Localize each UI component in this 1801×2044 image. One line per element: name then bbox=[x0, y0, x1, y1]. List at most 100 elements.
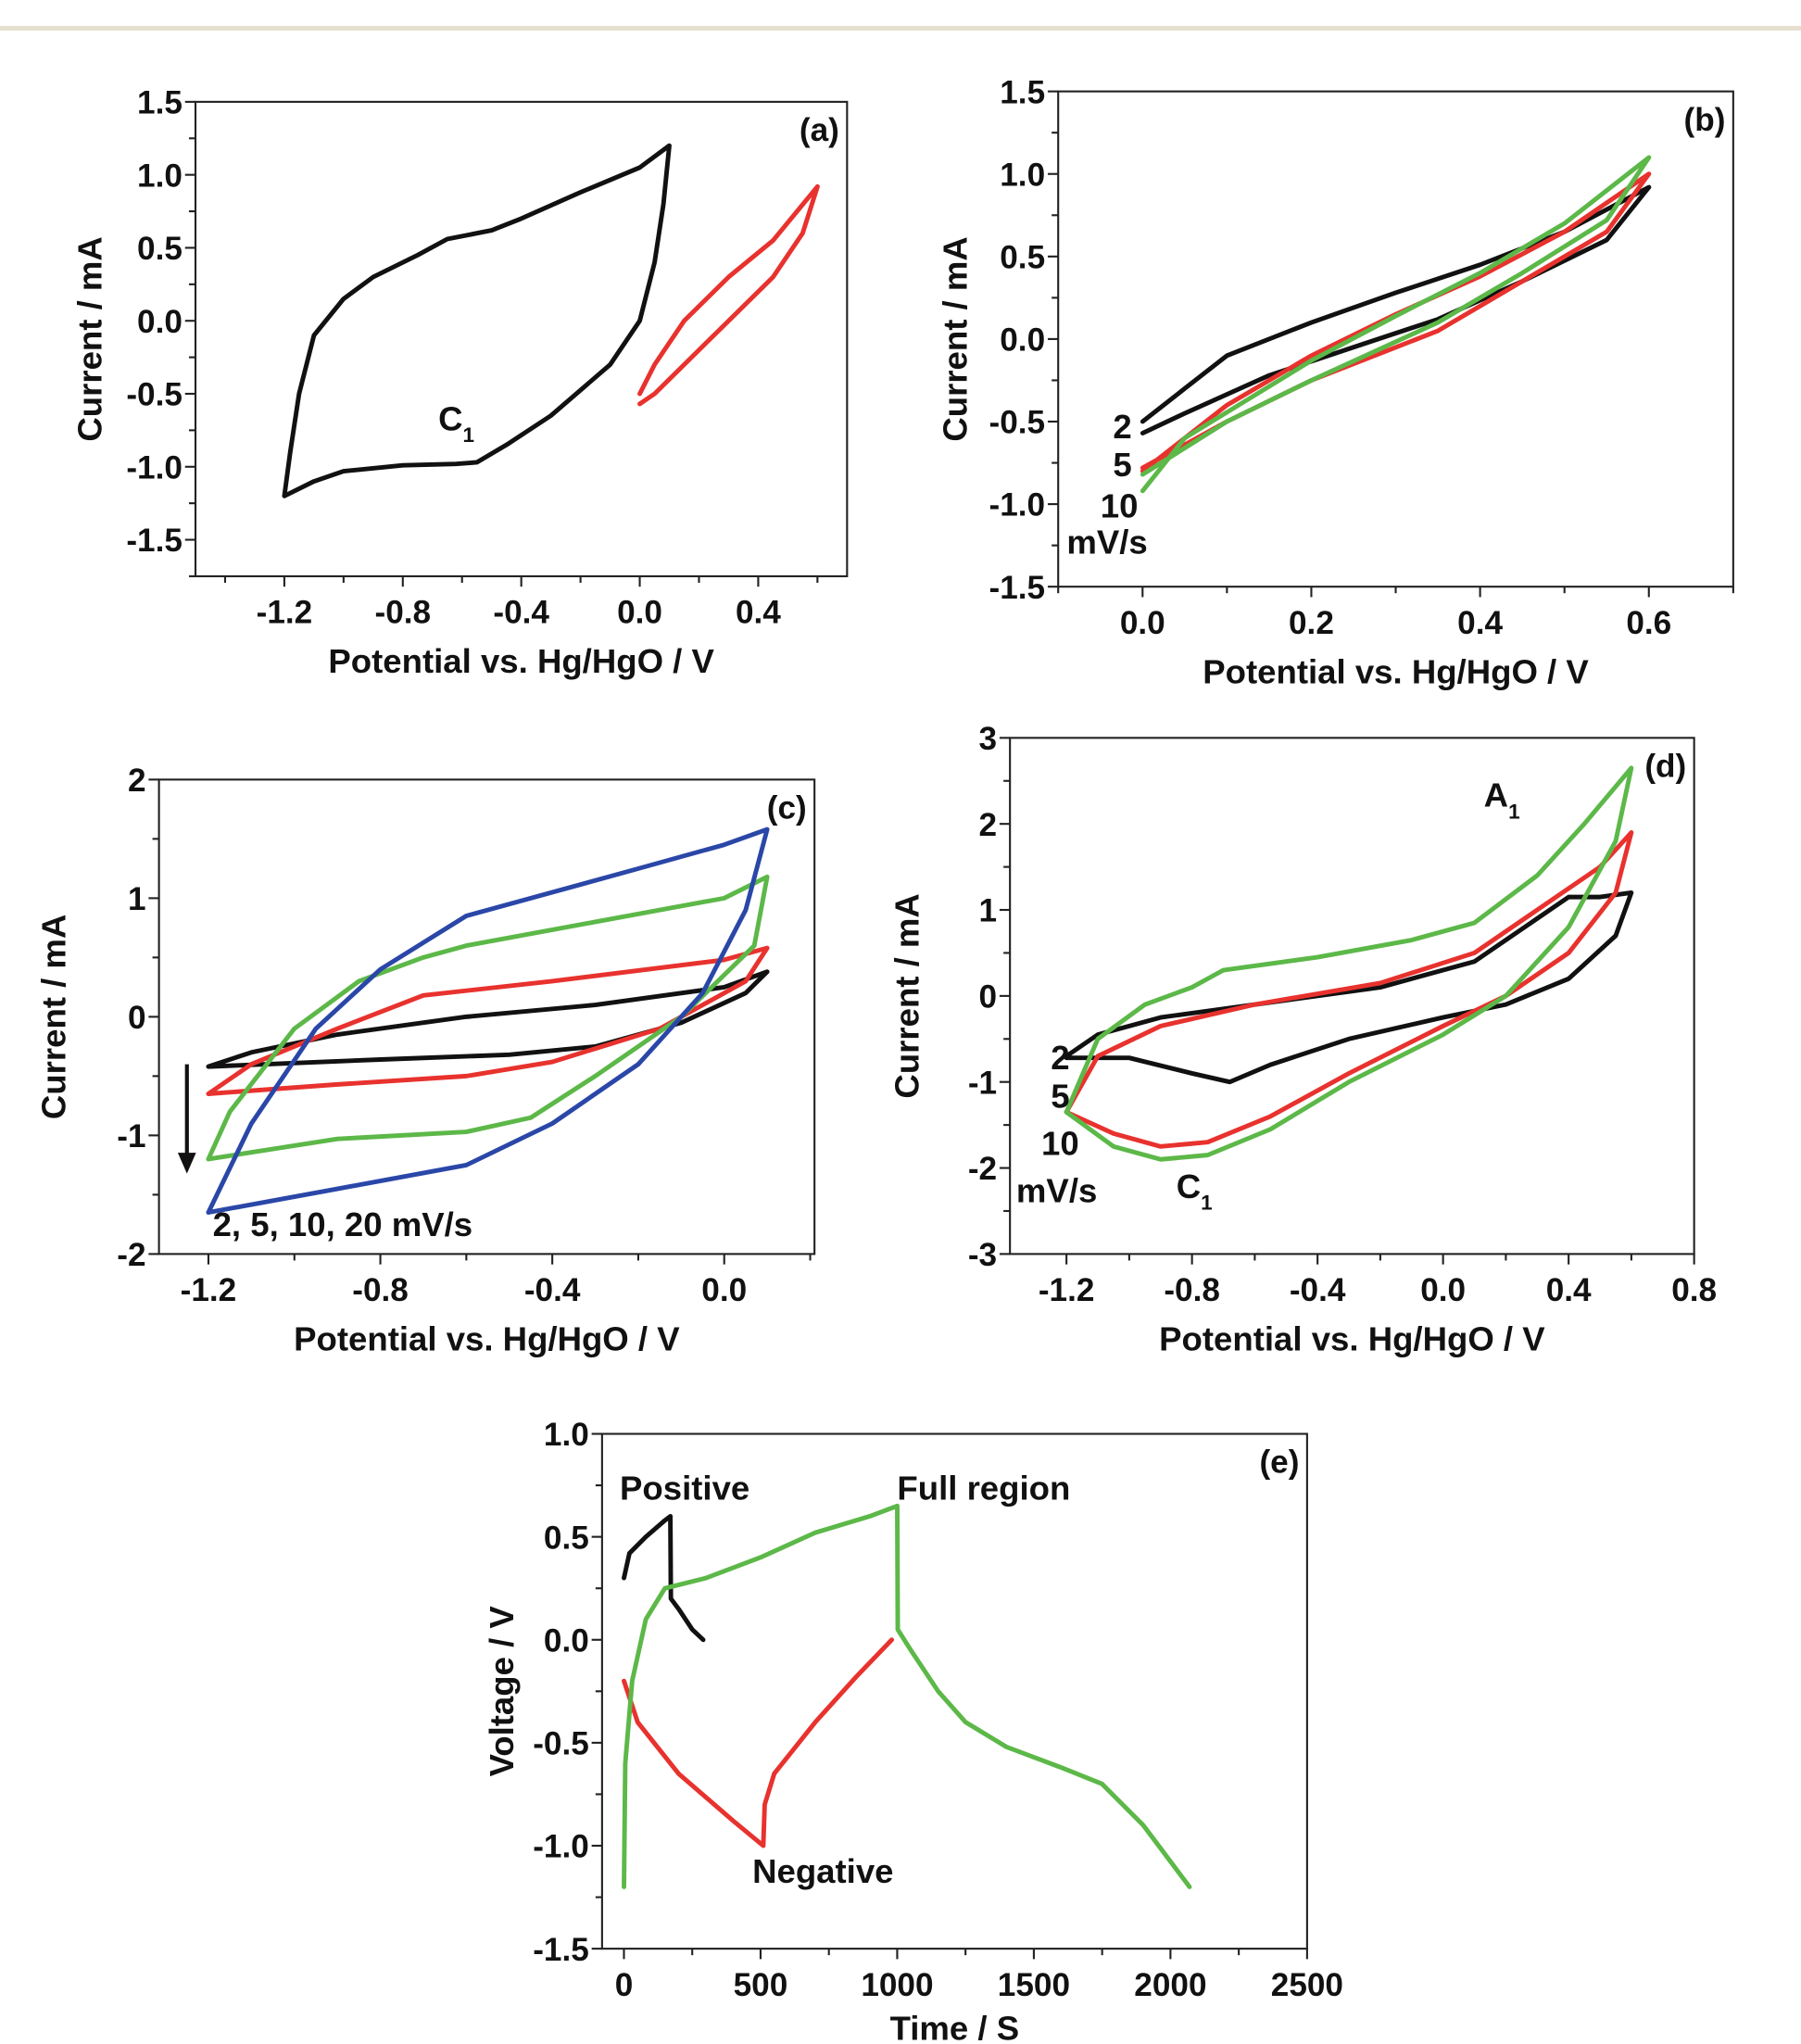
annotation-text: C bbox=[438, 399, 462, 437]
y-axis-label: Voltage / V bbox=[483, 1606, 521, 1777]
y-tick-label: 1 bbox=[979, 893, 998, 929]
x-tick-label: 0.4 bbox=[1546, 1272, 1592, 1308]
y-tick-label: -2 bbox=[968, 1151, 997, 1187]
series-line-red bbox=[206, 945, 770, 1096]
x-axis-label: Potential vs. Hg/HgO / V bbox=[328, 642, 714, 680]
annotation-text: Positive bbox=[620, 1470, 749, 1508]
y-tick-label: -0.5 bbox=[533, 1726, 589, 1762]
annotation-text: 5 bbox=[1113, 446, 1131, 484]
x-axis-label: Potential vs. Hg/HgO / V bbox=[1159, 1319, 1545, 1357]
y-tick-label: 0 bbox=[979, 979, 998, 1016]
annotation-text: 10 bbox=[1101, 486, 1139, 524]
series-line-black bbox=[282, 143, 672, 498]
x-tick-label: 0.2 bbox=[1289, 605, 1334, 641]
y-tick-label: 1.0 bbox=[544, 1417, 589, 1453]
y-tick-label: 0.5 bbox=[544, 1520, 589, 1556]
annotation-text: 2, 5, 10, 20 mV/s bbox=[213, 1205, 473, 1243]
top-rule bbox=[0, 26, 1801, 31]
x-axis-label: Potential vs. Hg/HgO / V bbox=[1203, 652, 1589, 690]
y-tick-label: 2 bbox=[979, 807, 998, 843]
panel-label: (b) bbox=[1684, 102, 1726, 138]
annotation: C1 bbox=[1177, 1167, 1213, 1215]
x-axis-label: Potential vs. Hg/HgO / V bbox=[294, 1319, 680, 1357]
y-tick-label: -1 bbox=[968, 1065, 997, 1101]
annotation-text: C bbox=[1177, 1167, 1201, 1205]
panel-label: (d) bbox=[1644, 749, 1686, 785]
arrow-down-icon bbox=[177, 1153, 196, 1174]
x-tick-label: 0.0 bbox=[617, 595, 662, 631]
x-axis-label: Time / S bbox=[890, 2010, 1020, 2044]
annotation: Full region bbox=[897, 1470, 1070, 1508]
annotation: A1 bbox=[1484, 776, 1520, 824]
x-tick-label: -0.4 bbox=[493, 595, 549, 631]
x-tick-label: 2000 bbox=[1134, 1967, 1206, 2003]
series-line-black bbox=[206, 969, 770, 1069]
annotation: Negative bbox=[752, 1852, 893, 1890]
x-tick-label: -0.8 bbox=[374, 595, 431, 631]
x-tick-label: 0 bbox=[615, 1967, 634, 2003]
annotation: 5 bbox=[1113, 446, 1131, 484]
y-tick-label: 0 bbox=[128, 1000, 146, 1036]
annotation-subscript: 1 bbox=[1508, 800, 1520, 823]
y-axis-label: Current / mA bbox=[71, 236, 109, 441]
y-tick-label: -2 bbox=[117, 1237, 145, 1273]
annotation: 10 bbox=[1101, 486, 1139, 524]
y-tick-label: -1.0 bbox=[989, 487, 1046, 524]
x-tick-label: 1000 bbox=[861, 1967, 933, 2003]
y-tick-label: 1.0 bbox=[1000, 157, 1045, 193]
series-line-red bbox=[637, 183, 820, 407]
annotation-text: mV/s bbox=[1016, 1172, 1097, 1210]
x-tick-label: 0.6 bbox=[1626, 605, 1671, 641]
y-tick-label: -3 bbox=[968, 1237, 997, 1273]
annotation: 2 bbox=[1113, 408, 1131, 446]
series-line-red bbox=[1064, 830, 1634, 1149]
y-tick-label: -1.5 bbox=[989, 570, 1046, 606]
y-tick-label: 0.0 bbox=[137, 304, 183, 340]
panel-e: 0 500 1000 1500 2000 2500 -1.5 -1.0 -0.5 0.0 0.5 1.… bbox=[483, 1417, 1343, 2044]
x-tick-label: 2500 bbox=[1271, 1967, 1343, 2003]
y-tick-label: 0.0 bbox=[1000, 322, 1045, 359]
annotation-text: A bbox=[1484, 776, 1508, 814]
y-tick-label: 1.5 bbox=[137, 85, 183, 121]
annotation: 2 bbox=[1051, 1039, 1069, 1077]
series-line-green bbox=[622, 1503, 1192, 1889]
annotation-text: 2 bbox=[1113, 408, 1131, 446]
y-tick-label: 1.5 bbox=[1000, 74, 1045, 110]
x-tick-label: 0.4 bbox=[736, 595, 781, 631]
panel-label: (a) bbox=[800, 112, 839, 148]
annotation-text: 10 bbox=[1041, 1125, 1079, 1163]
x-tick-label: -1.2 bbox=[257, 595, 313, 631]
annotation-text: Negative bbox=[752, 1852, 893, 1890]
x-tick-label: 0.0 bbox=[1420, 1272, 1466, 1308]
x-tick-label: 1500 bbox=[998, 1967, 1070, 2003]
x-tick-label: -1.2 bbox=[1039, 1272, 1095, 1308]
y-tick-label: 3 bbox=[979, 721, 998, 757]
y-axis-label: Current / mA bbox=[34, 915, 72, 1119]
panel-a: -1.2 -0.8 -0.4 0.0 0.4 -1.5 -1.0 -0.5 0.0 0.5 1.0 1… bbox=[71, 85, 849, 680]
y-tick-label: -1.5 bbox=[126, 523, 183, 559]
annotation-subscript: 1 bbox=[463, 423, 475, 447]
panel-label: (c) bbox=[767, 790, 807, 826]
series-line-green bbox=[206, 874, 770, 1162]
annotation: mV/s bbox=[1016, 1172, 1097, 1210]
annotation-text: mV/s bbox=[1066, 524, 1147, 561]
series-line-green bbox=[1140, 155, 1652, 494]
plot-frame bbox=[1057, 90, 1734, 588]
y-tick-label: -0.5 bbox=[126, 377, 183, 413]
y-tick-label: 0.5 bbox=[137, 231, 183, 267]
series-line-green bbox=[1064, 765, 1634, 1162]
annotation-text: 2 bbox=[1051, 1039, 1069, 1077]
annotation: Positive bbox=[620, 1470, 749, 1508]
x-tick-label: -0.4 bbox=[524, 1272, 581, 1308]
annotation: mV/s bbox=[1066, 524, 1147, 561]
panel-b: 0.0 0.2 0.4 0.6 -1.5 -1.0 -0.5 0.0 0.5 1.0 1.5 Pote… bbox=[937, 74, 1734, 690]
x-tick-label: 0.4 bbox=[1457, 605, 1503, 641]
annotation: C1 bbox=[438, 399, 474, 447]
annotation: 10 bbox=[1041, 1125, 1079, 1163]
y-tick-label: 0.0 bbox=[544, 1622, 589, 1659]
y-tick-label: 1 bbox=[128, 881, 146, 917]
x-tick-label: 0.0 bbox=[701, 1272, 747, 1308]
y-tick-label: 1.0 bbox=[137, 158, 183, 194]
series-line-red bbox=[622, 1637, 895, 1848]
x-tick-label: -1.2 bbox=[181, 1272, 237, 1308]
